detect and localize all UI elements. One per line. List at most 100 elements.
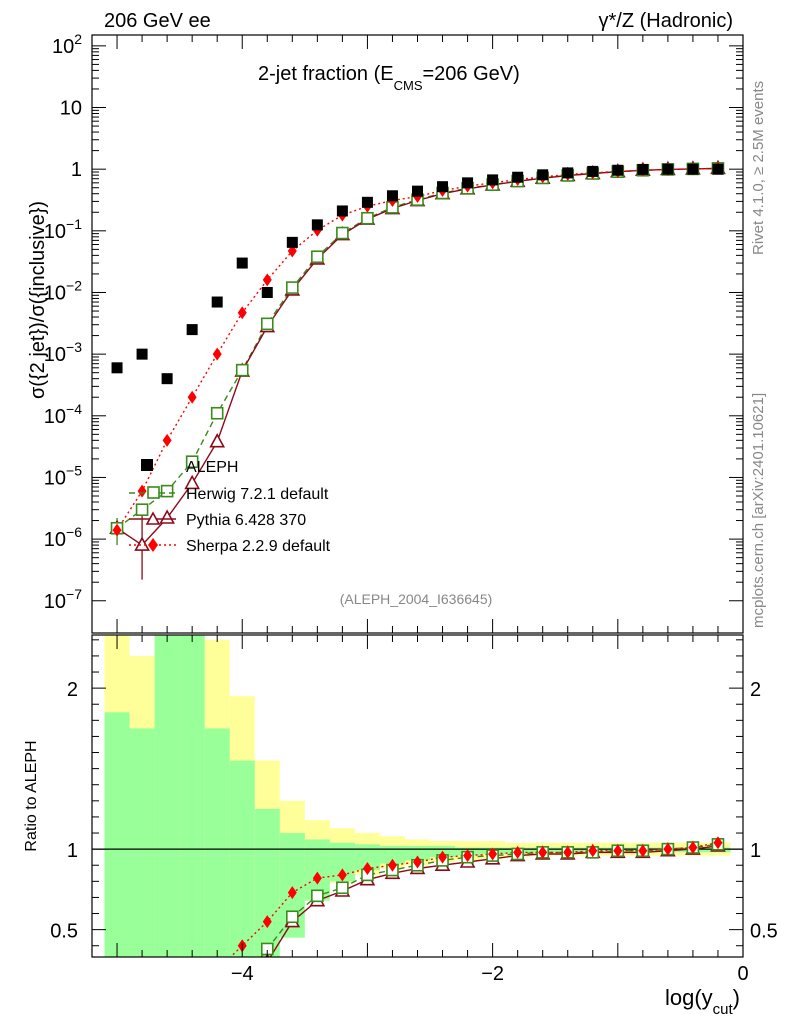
data-point-data — [412, 185, 423, 197]
ratio-point-sherpa — [387, 858, 397, 872]
ratio-point-herwig — [311, 889, 324, 903]
data-point-data — [311, 219, 323, 231]
stat-band-bin — [379, 845, 405, 864]
x-tick-label-1: −2 — [481, 963, 504, 985]
data-point-data — [712, 163, 724, 175]
x-tick-label-2: 0 — [737, 963, 748, 985]
data-point-herwig — [336, 226, 349, 240]
y-tick-label-exp: −4 — [66, 401, 82, 417]
ratio-point-herwig — [336, 881, 349, 895]
data-point-herwig — [235, 363, 249, 377]
data-point-data — [261, 286, 273, 298]
data-point-data — [587, 165, 599, 177]
ratio-point-sherpa — [337, 868, 347, 882]
legend-entry-data: ALEPH — [141, 459, 238, 476]
data-point-data — [386, 190, 398, 202]
y-tick-label-exp: −7 — [66, 586, 82, 602]
y-tick-label-base: 10 — [44, 221, 66, 243]
data-point-data — [537, 169, 549, 181]
y-tick-label-exp: −3 — [66, 339, 82, 355]
ratio-line-sherpa — [229, 842, 719, 957]
data-point-data — [437, 181, 449, 193]
y-tick-label-0: 10−7 — [44, 586, 82, 613]
y-tick-label-base: 10 — [44, 344, 66, 366]
ratio-point-sherpa — [513, 845, 523, 859]
ratio-point-sherpa — [463, 849, 473, 863]
legend-marker-pythia — [145, 511, 161, 525]
ratio-y-tick-label-right-2: 2 — [750, 679, 761, 701]
legend-label-pythia: Pythia 6.428 370 — [186, 512, 306, 529]
data-point-herwig — [361, 211, 374, 225]
data-point-data — [111, 362, 123, 374]
ratio-y-tick-label-1: 1 — [67, 840, 78, 862]
y-tick-label-exp: −5 — [66, 462, 82, 478]
data-point-sherpa — [187, 390, 197, 404]
ratio-point-sherpa — [638, 844, 648, 858]
ratio-point-sherpa — [563, 845, 573, 859]
stat-band-bin — [179, 635, 205, 957]
data-point-sherpa — [262, 273, 272, 287]
x-axis-label-main: log(y — [665, 985, 713, 1010]
legend-entry-sherpa: Sherpa 2.2.9 default — [129, 538, 331, 555]
data-point-data — [637, 163, 649, 175]
y-tick-label-exp: −2 — [66, 277, 82, 293]
y-tick-label-1: 10−6 — [44, 524, 82, 551]
ratio-point-sherpa — [413, 855, 422, 869]
ratio-point-sherpa — [713, 836, 723, 850]
data-point-pythia — [134, 536, 150, 551]
data-point-data — [361, 196, 373, 208]
header-left-label: 206 GeV ee — [104, 10, 211, 32]
legend-entry-pythia: Pythia 6.428 370 — [129, 511, 306, 529]
y-tick-label-8: 10 — [60, 98, 82, 120]
ratio-y-axis-label: Ratio to ALEPH — [23, 740, 40, 851]
data-point-sherpa — [162, 433, 172, 447]
data-point-data — [487, 174, 499, 186]
stat-band-bin — [229, 760, 255, 957]
data-point-herwig — [311, 250, 324, 264]
stat-band-bin — [154, 635, 180, 957]
plot-title-main: 2-jet fraction (E — [258, 63, 394, 85]
header-right-label: γ*/Z (Hadronic) — [599, 10, 733, 32]
ratio-panel: 0.5 0.5 1 1 2 2 −4 −2 0 Ratio to ALEPH log(ycut… — [23, 634, 778, 1018]
data-point-herwig — [185, 455, 199, 469]
y-tick-label-base: 10 — [44, 467, 66, 489]
legend-label-sherpa: Sherpa 2.2.9 default — [186, 538, 331, 555]
data-point-data — [462, 177, 474, 189]
ratio-point-sherpa — [613, 844, 623, 858]
x-axis-label-tail: ) — [733, 985, 740, 1010]
data-point-sherpa — [237, 306, 247, 320]
legend-entry-herwig: Herwig 7.2.1 default — [129, 486, 329, 503]
y-tick-label-7: 1 — [71, 159, 82, 181]
ratio-point-sherpa — [663, 842, 673, 856]
legend-marker-herwig — [147, 486, 160, 499]
data-point-herwig — [135, 503, 149, 516]
data-point-herwig — [286, 281, 299, 294]
y-tick-label-exp: −6 — [66, 524, 82, 540]
analysis-tag: (ALEPH_2004_I636645) — [340, 591, 493, 607]
ratio-y-tick-label-right-0: 0.5 — [750, 921, 778, 943]
ratio-point-sherpa — [262, 915, 272, 929]
stat-band-bin — [254, 808, 280, 957]
data-point-data — [336, 205, 348, 217]
data-point-herwig — [260, 317, 274, 331]
plot-title-sub: CMS — [394, 78, 423, 93]
y-tick-label-9: 102 — [52, 31, 82, 58]
y-axis-label: σ({2 jet})/σ({inclusive}) — [27, 201, 49, 399]
ratio-y-tick-label-right-1: 1 — [750, 840, 761, 862]
plot-title-tail: =206 GeV) — [423, 63, 520, 85]
legend-marker-sherpa — [148, 538, 158, 552]
ratio-point-sherpa — [362, 861, 372, 875]
ratio-y-tick-label-0: 0.5 — [50, 921, 78, 943]
data-point-data — [186, 324, 198, 336]
y-tick-label-base: 10 — [44, 591, 66, 613]
x-axis-label-sub: cut — [713, 1001, 734, 1018]
legend-label-herwig: Herwig 7.2.1 default — [186, 486, 329, 503]
y-tick-label-2: 10−5 — [44, 462, 82, 489]
y-tick-label-base: 10 — [52, 36, 74, 58]
data-point-data — [236, 257, 248, 269]
data-point-pythia — [159, 509, 175, 524]
ratio-point-sherpa — [688, 841, 698, 855]
y-tick-label-base: 10 — [44, 406, 66, 428]
data-point-sherpa — [137, 484, 147, 498]
ratio-point-sherpa — [588, 844, 598, 858]
